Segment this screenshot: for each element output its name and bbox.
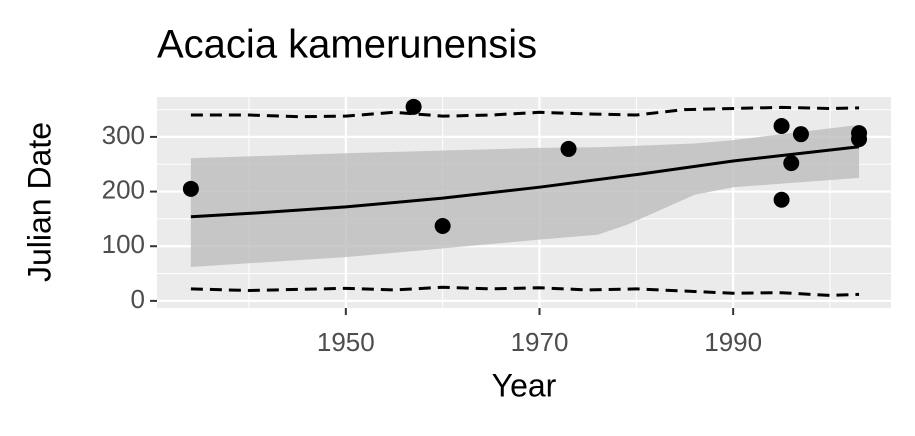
- point: [405, 98, 422, 115]
- y-tick-label: 0: [131, 284, 145, 314]
- point: [792, 126, 809, 143]
- point: [783, 155, 800, 172]
- chart-title: Acacia kamerunensis: [157, 23, 537, 67]
- smooth-line: [190, 145, 860, 219]
- quantile-line: [190, 105, 860, 119]
- x-tick-label: 1990: [704, 327, 762, 357]
- y-axis-title: Julian Date: [21, 122, 57, 282]
- quantile-line: [190, 285, 860, 297]
- y-tick-label: 200: [102, 174, 145, 204]
- x-axis-title: Year: [492, 367, 557, 403]
- x-tick-label: 1970: [511, 327, 569, 357]
- y-tick-label: 100: [102, 229, 145, 259]
- point: [182, 180, 199, 197]
- point: [773, 191, 790, 208]
- y-tick-label: 300: [102, 120, 145, 150]
- point: [773, 117, 790, 134]
- point: [560, 140, 577, 157]
- point: [851, 131, 868, 148]
- point: [434, 218, 451, 235]
- confidence-ribbon: [190, 124, 860, 268]
- x-tick-label: 1950: [317, 327, 375, 357]
